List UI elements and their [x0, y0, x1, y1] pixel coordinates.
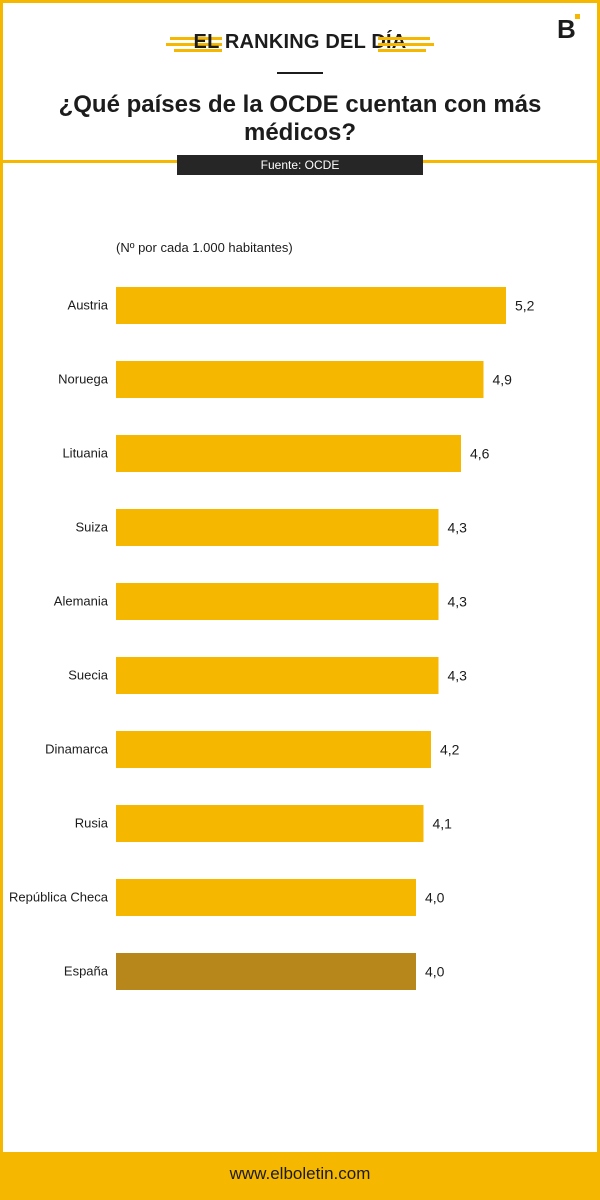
value-label: 4,6 [470, 446, 490, 462]
value-label: 4,1 [433, 816, 453, 832]
title-rule [277, 72, 323, 74]
bar-austria [116, 287, 506, 324]
bar-lituania [116, 435, 461, 472]
footer-url: www.elboletin.com [229, 1164, 371, 1183]
category-label: Dinamarca [45, 742, 109, 757]
value-label: 5,2 [515, 298, 535, 314]
ranking-kicker: EL RANKING DEL DÍA [193, 31, 407, 53]
value-label: 4,9 [493, 372, 513, 388]
value-label: 4,2 [440, 742, 460, 758]
page-title: ¿Qué países de la OCDE cuentan con más m… [58, 91, 542, 146]
kicker-lines-right [378, 37, 434, 53]
category-label: Suiza [75, 520, 108, 535]
value-label: 4,3 [448, 594, 468, 610]
category-label: Rusia [75, 816, 109, 831]
boletin-b-logo-icon: B [557, 14, 580, 42]
bar-suiza [116, 509, 439, 546]
bar-españa [116, 953, 416, 990]
category-label: España [64, 964, 109, 979]
bar-alemania [116, 583, 439, 620]
value-label: 4,3 [448, 520, 468, 536]
source-badge: Fuente: OCDE [177, 155, 423, 175]
category-label: República Checa [9, 890, 109, 905]
value-label: 4,0 [425, 964, 445, 980]
value-label: 4,3 [448, 668, 468, 684]
category-label: Alemania [54, 594, 109, 609]
bar-dinamarca [116, 731, 431, 768]
category-label: Noruega [58, 372, 109, 387]
bar-rusia [116, 805, 424, 842]
bar-república-checa [116, 879, 416, 916]
kicker-lines-left [166, 37, 222, 53]
chart-subtitle: (Nº por cada 1.000 habitantes) [116, 240, 293, 255]
value-label: 4,0 [425, 890, 445, 906]
category-label: Lituania [62, 446, 108, 461]
footer-bar [0, 1152, 600, 1200]
category-label: Suecia [68, 668, 109, 683]
category-label: Austria [68, 298, 109, 313]
svg-text:B: B [557, 14, 576, 42]
bar-chart: Austria 5,2 Noruega 4,9 Lituania 4,6 Suiza 4,3 A… [9, 287, 535, 990]
bar-noruega [116, 361, 484, 398]
bar-suecia [116, 657, 439, 694]
